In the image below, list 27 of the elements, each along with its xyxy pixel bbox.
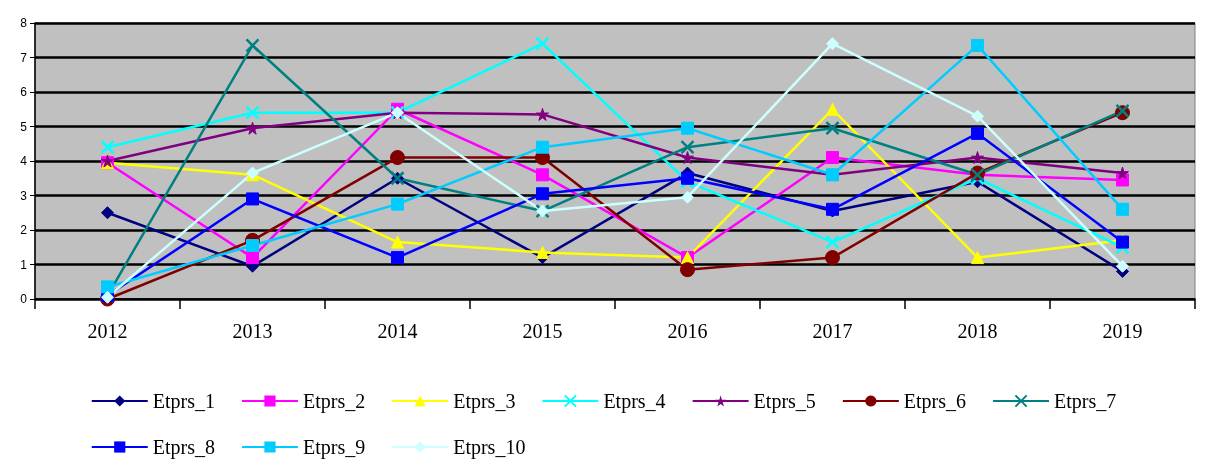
- legend-label: Etprs_10: [453, 436, 526, 459]
- x-tick-label: 2018: [957, 320, 998, 342]
- legend-label: Etprs_7: [1054, 390, 1117, 413]
- y-tick-label: 7: [20, 50, 28, 65]
- legend-label: Etprs_3: [453, 390, 516, 413]
- y-tick-label: 3: [20, 188, 28, 203]
- x-tick-label: 2014: [377, 320, 418, 342]
- y-tick-label: 1: [20, 257, 28, 272]
- y-tick-label: 6: [20, 85, 28, 99]
- legend-label: Etprs_2: [302, 390, 366, 413]
- legend-label: Etprs_6: [903, 390, 967, 413]
- legend-label: Etprs_5: [753, 390, 816, 413]
- y-tick-label: 5: [20, 119, 28, 134]
- legend-label: Etprs_1: [152, 390, 215, 413]
- y-tick-label: 4: [20, 154, 28, 168]
- x-tick-label: 2015: [522, 320, 563, 342]
- y-tick-label: 8: [20, 16, 28, 30]
- legend-label: Etprs_8: [152, 436, 215, 459]
- x-tick-label: 2019: [1102, 320, 1143, 342]
- x-tick-label: 2013: [232, 320, 273, 342]
- x-tick-label: 2016: [667, 320, 708, 342]
- legend-label: Etprs_9: [302, 436, 366, 459]
- x-tick-label: 2017: [812, 320, 853, 342]
- y-tick-label: 2: [20, 223, 28, 237]
- y-tick-label: 0: [20, 292, 28, 306]
- x-tick-label: 2012: [87, 320, 128, 342]
- legend-label: Etprs_4: [603, 390, 666, 413]
